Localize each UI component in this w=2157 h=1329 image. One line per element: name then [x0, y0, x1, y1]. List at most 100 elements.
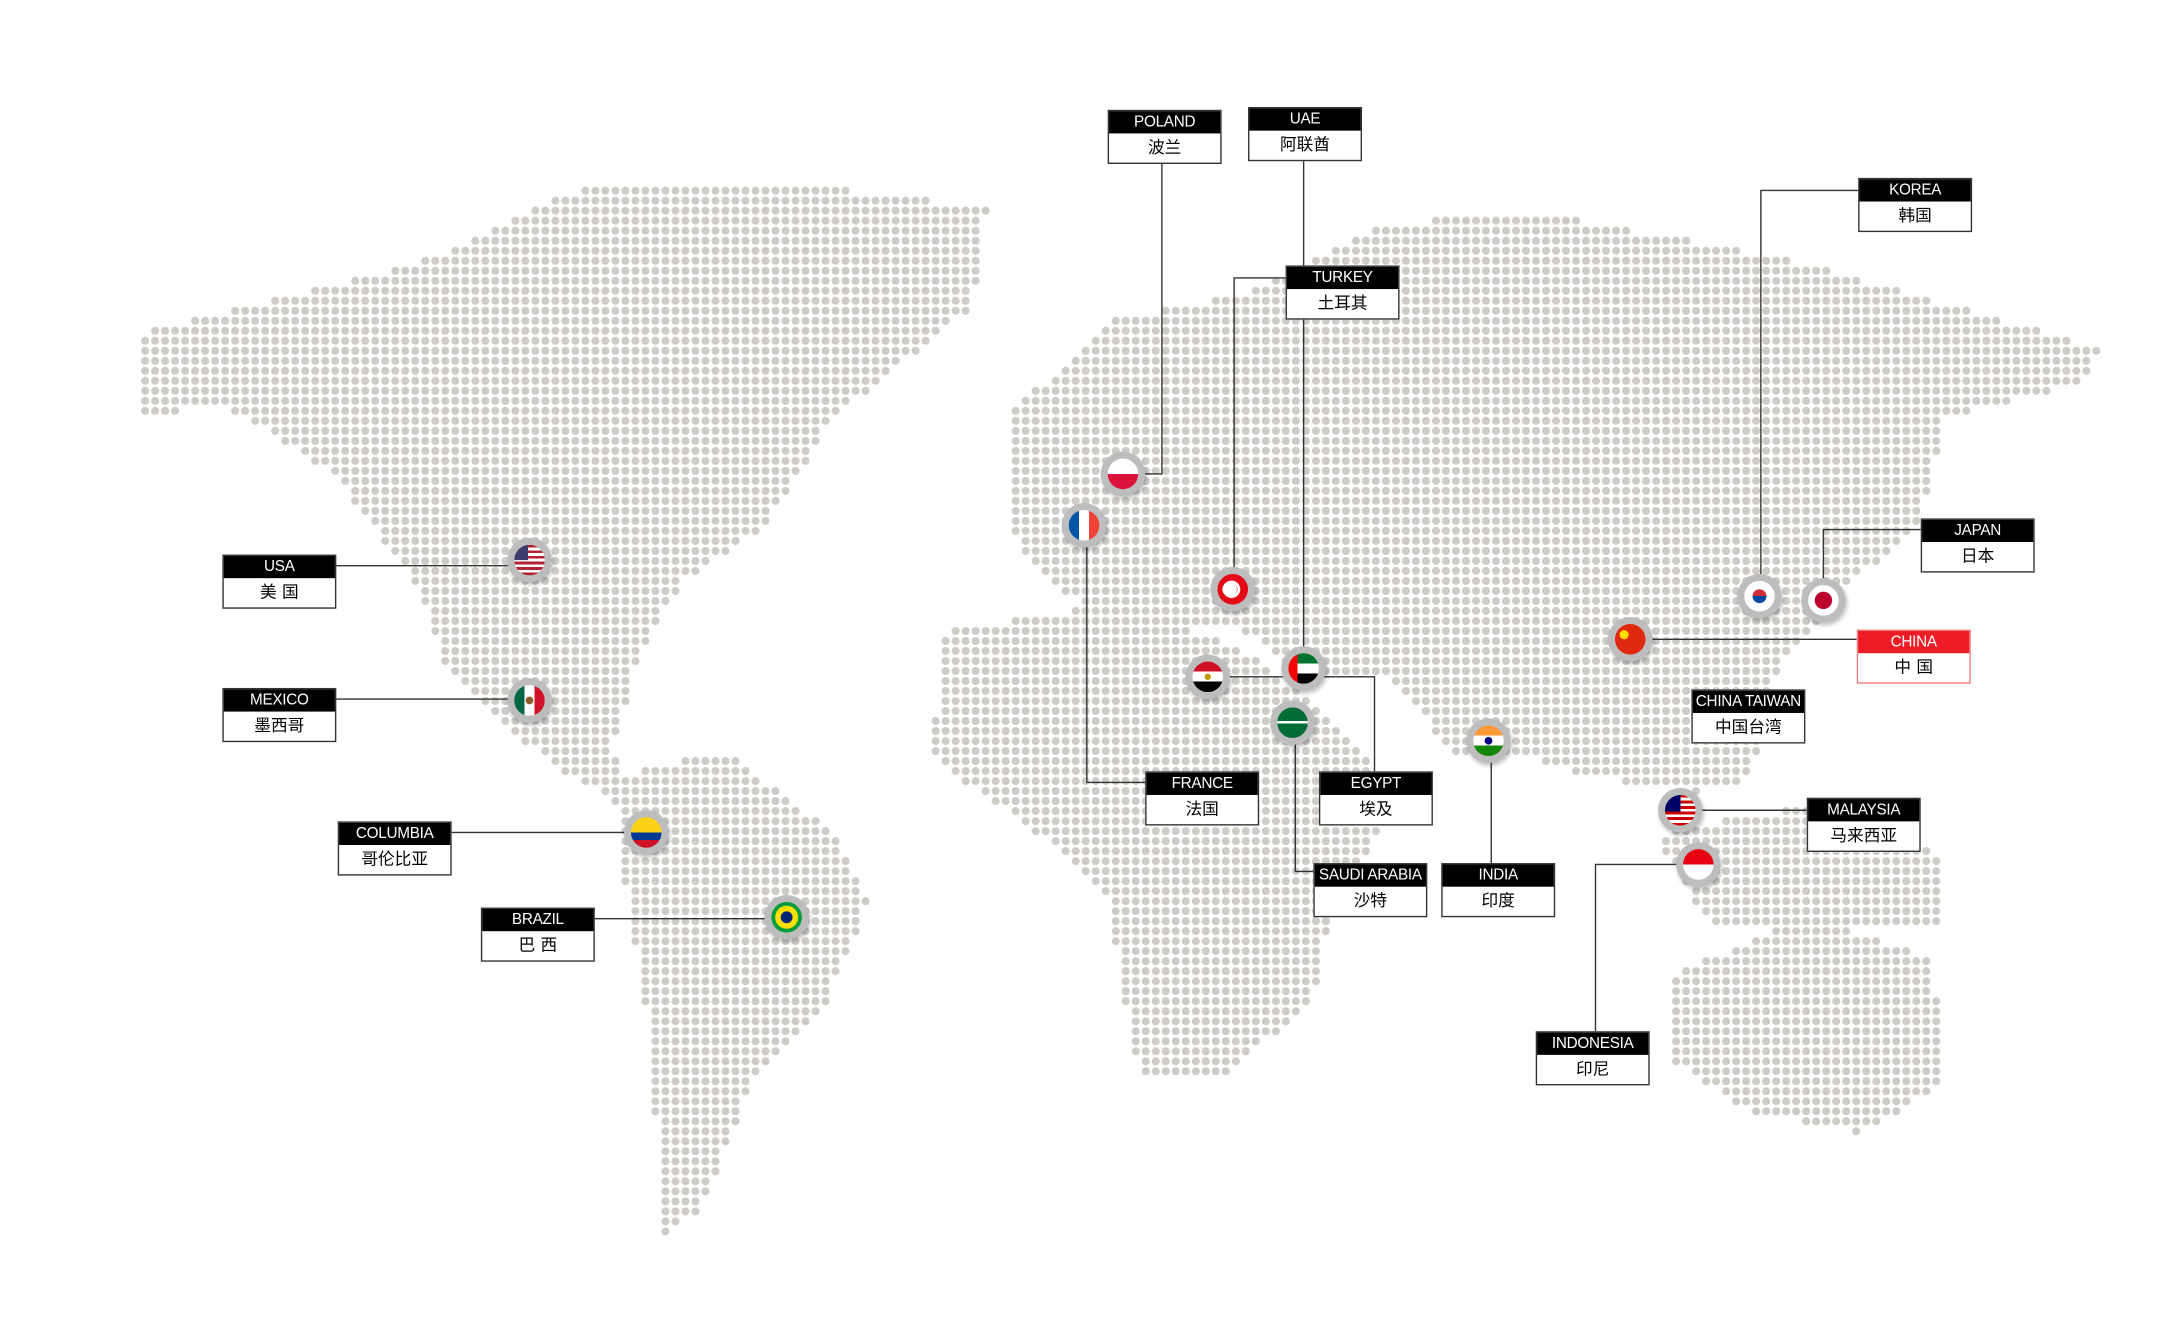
map-dot: [1371, 226, 1380, 235]
map-dot: [531, 206, 540, 215]
map-dot: [901, 226, 910, 235]
map-dot: [741, 196, 750, 205]
map-dot: [741, 206, 750, 215]
map-dot: [1431, 226, 1440, 235]
map-dot: [941, 216, 950, 225]
map-dot: [851, 206, 860, 215]
map-dot: [711, 216, 720, 225]
map-dot: [901, 196, 910, 205]
map-dot: [921, 206, 930, 215]
map-dot: [671, 196, 680, 205]
map-dot: [871, 206, 880, 215]
map-dot: [631, 186, 640, 195]
map-dot: [871, 226, 880, 235]
map-dot: [611, 206, 620, 215]
map-dot: [651, 216, 660, 225]
map-dot: [631, 236, 640, 245]
map-dot: [521, 216, 530, 225]
map-dot: [591, 216, 600, 225]
map-dot: [581, 226, 590, 235]
map-dot: [821, 186, 830, 195]
map-dot: [971, 226, 980, 235]
map-dot: [761, 216, 770, 225]
map-dot: [651, 226, 660, 235]
map-dot: [581, 196, 590, 205]
map-dot: [701, 186, 710, 195]
map-dot: [771, 196, 780, 205]
map-dot: [621, 186, 630, 195]
map-dot: [1541, 216, 1551, 225]
map-dot: [711, 206, 720, 215]
map-dot: [661, 196, 670, 205]
map-dot: [931, 226, 940, 235]
map-dot: [641, 186, 650, 195]
map-dot: [651, 236, 660, 245]
map-dot: [891, 226, 900, 235]
map-dot: [571, 236, 580, 245]
map-dot: [1461, 226, 1470, 235]
map-dot: [1441, 216, 1450, 225]
map-dot: [831, 226, 840, 235]
map-dot: [771, 216, 780, 225]
map-dot: [761, 226, 770, 235]
map-dot: [771, 206, 780, 215]
map-dot: [1561, 216, 1571, 225]
map-dot: [751, 236, 760, 245]
map-dot: [721, 186, 730, 195]
map-dot: [751, 206, 760, 215]
map-dot: [541, 216, 550, 225]
map-dot: [601, 216, 610, 225]
map-dot: [1391, 226, 1400, 235]
map-dot: [1451, 226, 1460, 235]
map-dot: [591, 186, 600, 195]
map-dot: [541, 236, 550, 245]
map-dot: [481, 236, 490, 245]
map-dot: [1491, 226, 1501, 235]
map-dot: [831, 216, 840, 225]
map-dot: [661, 226, 670, 235]
map-dot: [881, 216, 890, 225]
map-dot: [781, 216, 790, 225]
map-dot: [681, 236, 690, 245]
map-dot: [911, 196, 920, 205]
map-dot: [521, 226, 530, 235]
map-dot: [631, 216, 640, 225]
map-dot: [881, 206, 890, 215]
map-dot: [671, 236, 680, 245]
map-dot: [561, 196, 570, 205]
map-dot: [671, 226, 680, 235]
map-dot: [1551, 216, 1561, 225]
map-dot: [831, 196, 840, 205]
map-dot: [801, 216, 810, 225]
map-dot: [531, 226, 540, 235]
map-dot: [681, 226, 690, 235]
map-dot: [561, 216, 570, 225]
map-dot: [731, 206, 740, 215]
map-dot: [751, 186, 760, 195]
map-dot: [691, 226, 700, 235]
map-dot: [681, 196, 690, 205]
map-dot: [1572, 216, 1581, 225]
map-dot: [811, 216, 820, 225]
map-dot: [861, 206, 870, 215]
map-dot: [881, 226, 890, 235]
map-dot: [741, 186, 750, 195]
map-dot: [741, 226, 750, 235]
map-dot: [611, 226, 620, 235]
map-dot: [471, 236, 480, 245]
map-dot: [601, 226, 610, 235]
map-dot: [1381, 226, 1390, 235]
map-dot: [971, 206, 980, 215]
map-dot: [491, 236, 500, 245]
map-dot: [701, 236, 710, 245]
map-dot: [701, 206, 710, 215]
map-dot: [1541, 226, 1551, 235]
map-dot: [1401, 226, 1410, 235]
map-dot: [761, 186, 770, 195]
map-dot: [891, 196, 900, 205]
map-dot: [591, 196, 600, 205]
map-dot: [731, 196, 740, 205]
map-dot: [631, 206, 640, 215]
map-dot: [761, 236, 770, 245]
map-dot: [731, 236, 740, 245]
